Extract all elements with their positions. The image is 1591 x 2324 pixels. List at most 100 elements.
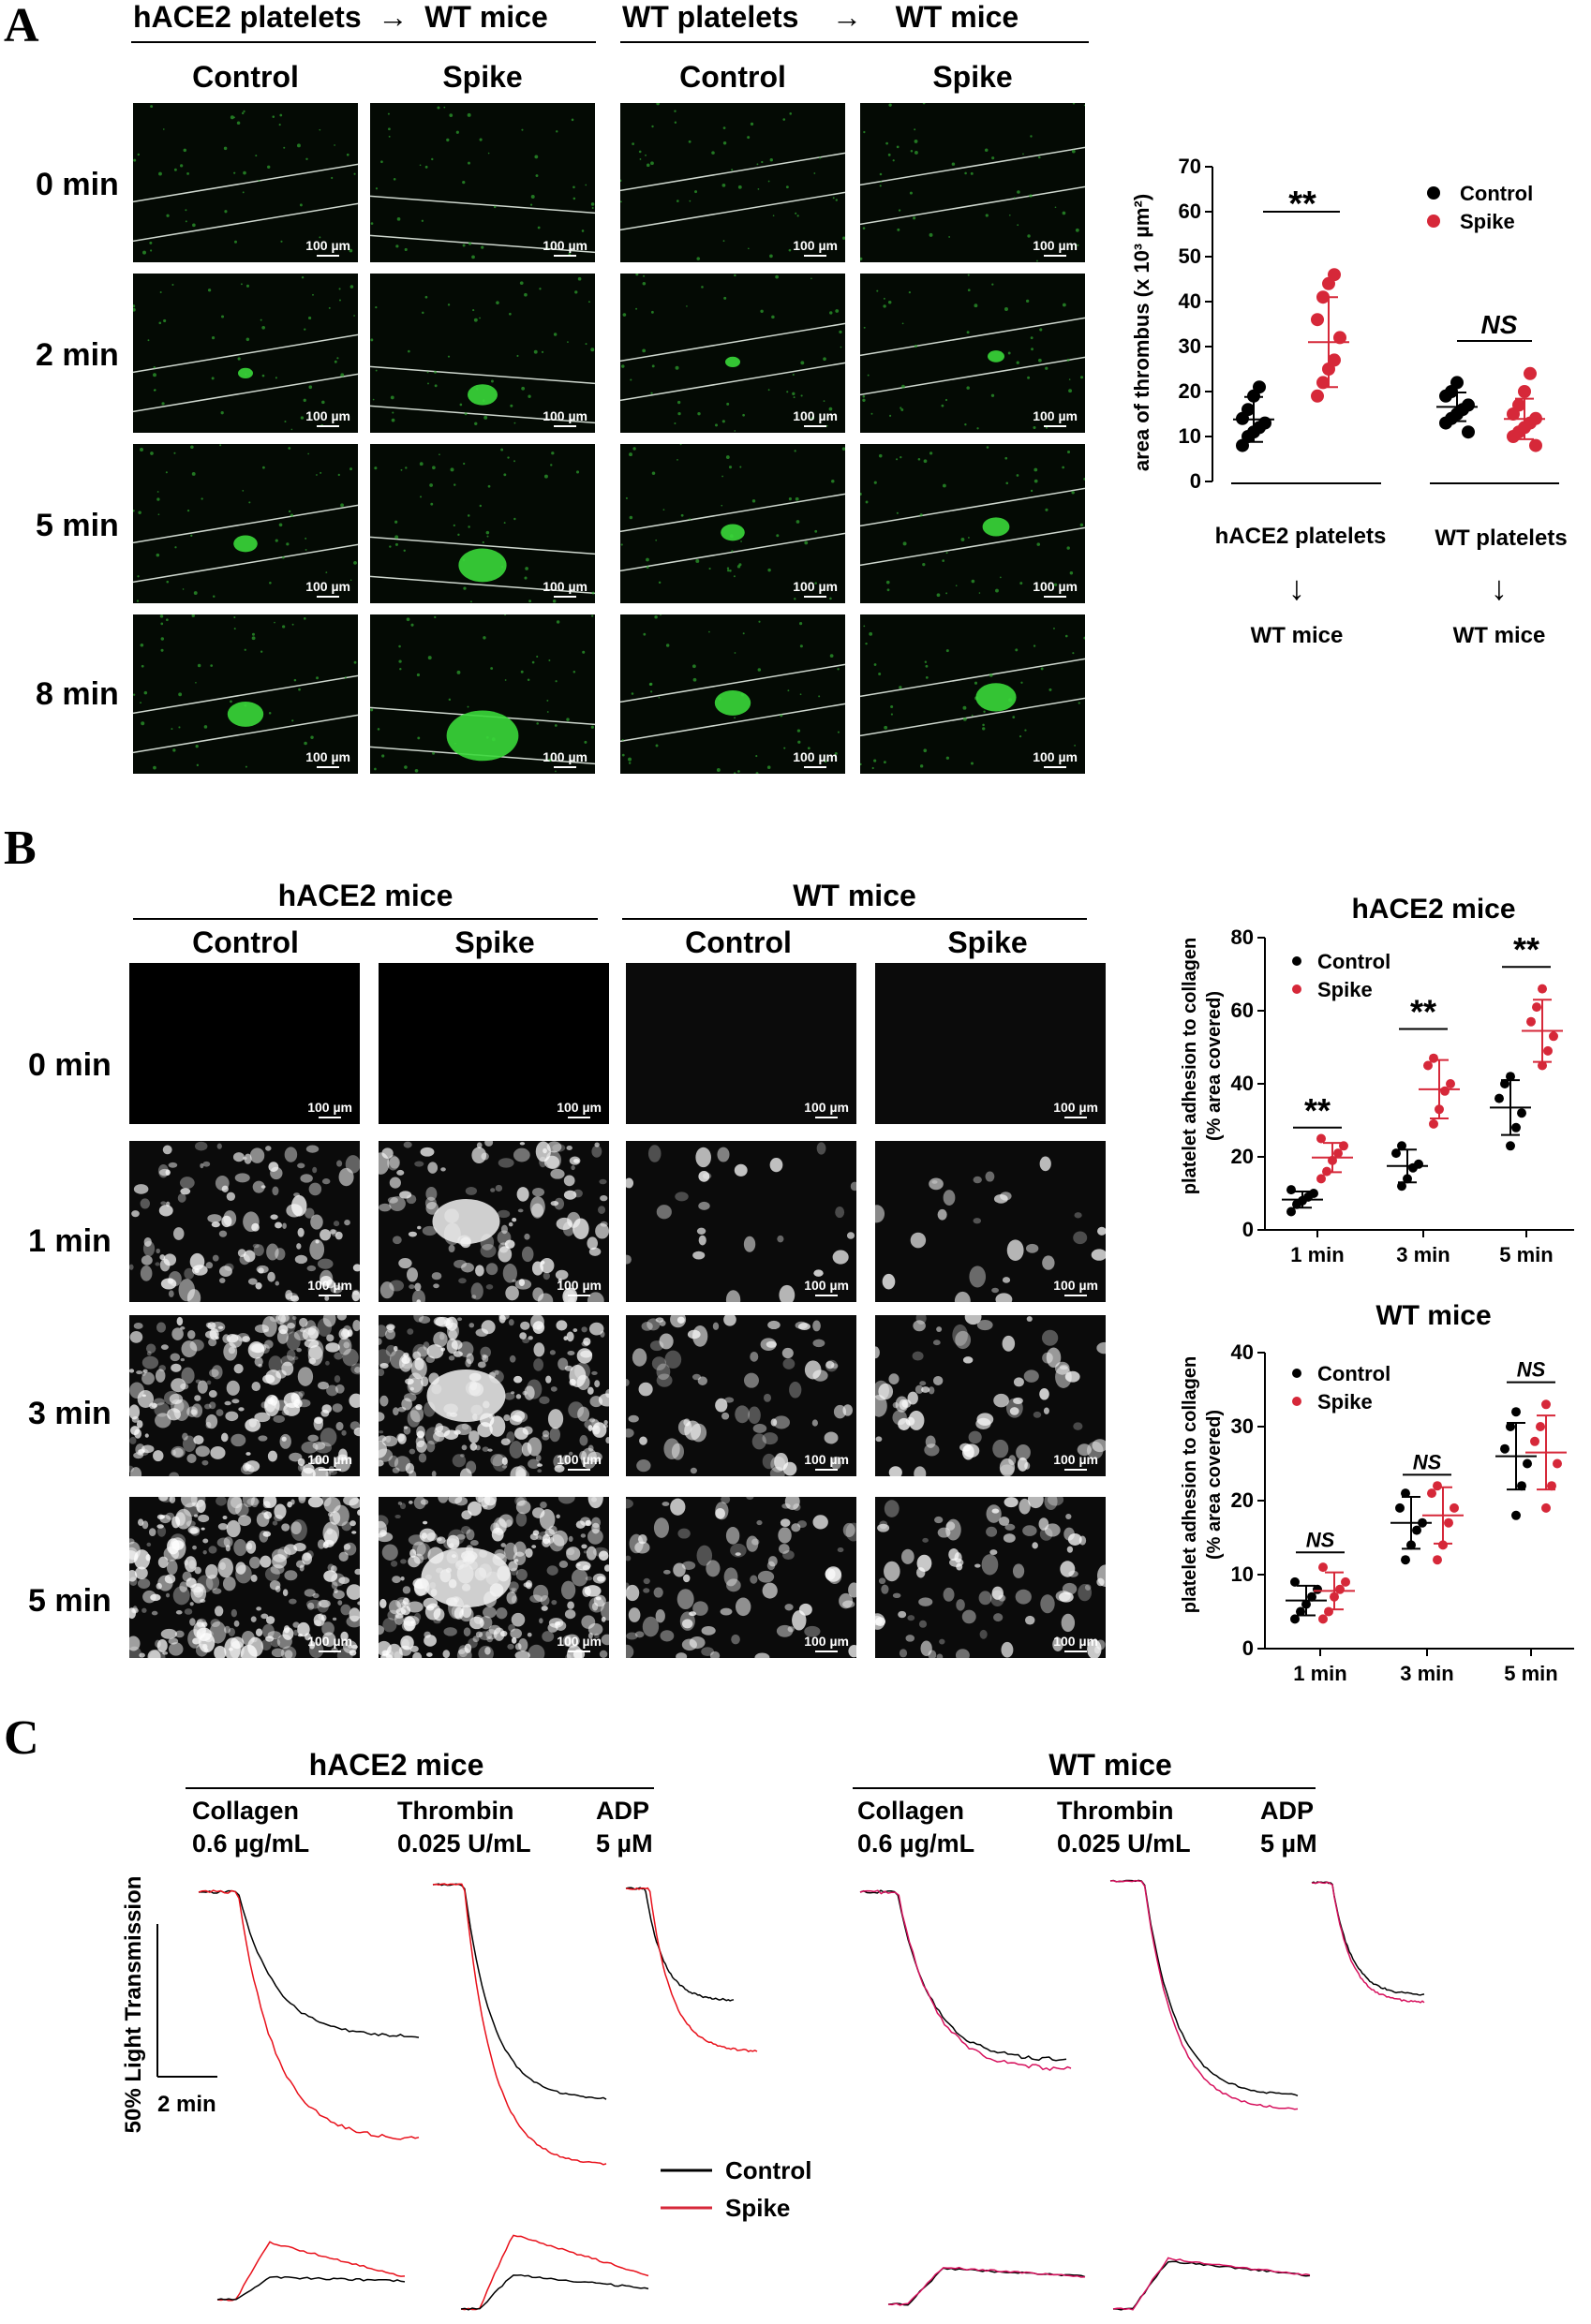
platelet-dot xyxy=(722,240,725,243)
platelet-blob xyxy=(146,1542,152,1547)
platelet-dot xyxy=(976,427,979,430)
platelet-dot xyxy=(555,680,558,683)
platelet-dot xyxy=(863,625,866,628)
aggregate xyxy=(426,1369,506,1422)
panel-a-tile-r3-c1: 100 µm xyxy=(133,444,358,603)
platelet-blob xyxy=(1033,1411,1042,1418)
platelet-blob xyxy=(907,1391,918,1405)
platelet-dot xyxy=(734,274,736,277)
platelet-dot xyxy=(338,299,341,302)
platelet-blob xyxy=(451,1340,463,1350)
platelet-dot xyxy=(251,632,255,636)
platelet-dot xyxy=(1038,358,1042,363)
platelet-dot xyxy=(825,424,828,427)
platelet-blob xyxy=(1039,1156,1051,1172)
platelet-dot xyxy=(622,313,627,317)
platelet-dot xyxy=(457,533,460,537)
platelet-blob xyxy=(542,1533,551,1545)
chart-b1-point-spike xyxy=(1333,1148,1343,1159)
scale-bar: 100 µm xyxy=(543,408,587,427)
platelet-dot xyxy=(301,275,305,279)
chart-b2-point-control xyxy=(1500,1443,1509,1454)
platelet-dot xyxy=(955,585,958,587)
platelet-blob xyxy=(272,1520,278,1526)
platelet-dot xyxy=(519,281,524,286)
platelet-dot xyxy=(147,339,150,342)
platelet-dot xyxy=(839,330,842,334)
platelet-blob xyxy=(275,1585,281,1592)
platelet-dot xyxy=(353,315,355,317)
vessel-wall xyxy=(620,663,845,703)
platelet-dot xyxy=(788,497,792,501)
platelet-blob xyxy=(697,1376,707,1385)
platelet-blob xyxy=(401,1601,408,1606)
chart-b2-legend-control: Control xyxy=(1317,1362,1390,1385)
platelet-blob xyxy=(242,1336,251,1343)
platelet-blob xyxy=(291,1315,297,1321)
platelet-dot xyxy=(1017,224,1019,227)
platelet-blob xyxy=(662,1502,670,1506)
platelet-blob xyxy=(770,1456,786,1473)
panel-a-col-4: Spike xyxy=(932,60,1013,94)
platelet-blob xyxy=(848,1582,856,1598)
platelet-blob xyxy=(493,1627,505,1641)
platelet-dot xyxy=(674,121,677,124)
scale-bar: 100 µm xyxy=(804,1100,849,1118)
platelet-blob xyxy=(343,1640,358,1654)
platelet-dot xyxy=(308,316,312,320)
platelet-blob xyxy=(334,1375,341,1384)
platelet-blob xyxy=(628,1414,639,1423)
platelet-blob xyxy=(576,1562,581,1567)
platelet-dot xyxy=(201,497,203,500)
platelet-blob xyxy=(329,1511,341,1525)
platelet-dot xyxy=(192,223,196,228)
platelet-blob xyxy=(317,1539,325,1549)
scale-bar: 100 µm xyxy=(1053,1100,1098,1118)
chart-a-point-control xyxy=(1258,416,1271,430)
chart-a-point-spike xyxy=(1328,353,1341,367)
platelet-dot xyxy=(166,214,170,217)
platelet-blob xyxy=(937,1208,947,1221)
platelet-blob xyxy=(969,1266,987,1288)
chart-b2-point-control xyxy=(1401,1488,1410,1499)
platelet-blob xyxy=(297,1162,305,1169)
platelet-dot xyxy=(453,524,455,526)
chart-b1-point-control xyxy=(1511,1122,1521,1132)
platelet-dot xyxy=(897,228,900,231)
platelet-dot xyxy=(840,346,842,348)
platelet-blob xyxy=(180,1188,191,1195)
platelet-blob xyxy=(696,1545,713,1566)
platelet-blob xyxy=(1055,1365,1072,1388)
platelet-blob xyxy=(875,1436,883,1443)
platelet-blob xyxy=(1064,1370,1080,1383)
platelet-dot xyxy=(159,614,164,618)
platelet-blob xyxy=(921,1386,930,1393)
platelet-blob xyxy=(914,1466,927,1476)
platelet-blob xyxy=(394,1515,401,1519)
platelet-dot xyxy=(462,244,466,247)
platelet-blob xyxy=(582,1586,591,1597)
platelet-dot xyxy=(823,357,826,362)
platelet-blob xyxy=(498,1315,510,1321)
platelet-blob xyxy=(141,1355,159,1369)
chart-b1-point-spike xyxy=(1316,1133,1326,1144)
chart-b2-point-spike xyxy=(1433,1481,1442,1491)
platelet-dot xyxy=(951,162,956,166)
platelet-blob xyxy=(129,1404,141,1420)
platelet-blob xyxy=(261,1316,277,1338)
chart-a-ytick-label: 40 xyxy=(1179,289,1201,313)
platelet-blob xyxy=(514,1650,530,1658)
platelet-dot xyxy=(424,165,428,169)
platelet-blob xyxy=(781,1347,794,1359)
platelet-blob xyxy=(959,1443,972,1452)
platelet-blob xyxy=(403,1426,409,1429)
platelet-blob xyxy=(379,1338,382,1345)
platelet-blob xyxy=(519,1142,526,1146)
platelet-blob xyxy=(264,1566,280,1582)
platelet-dot xyxy=(962,717,967,721)
platelet-blob xyxy=(423,1341,430,1351)
platelet-dot xyxy=(387,112,390,115)
chart-a-point-control xyxy=(1450,376,1464,390)
platelet-dot xyxy=(734,430,736,432)
platelet-blob xyxy=(409,1645,419,1652)
